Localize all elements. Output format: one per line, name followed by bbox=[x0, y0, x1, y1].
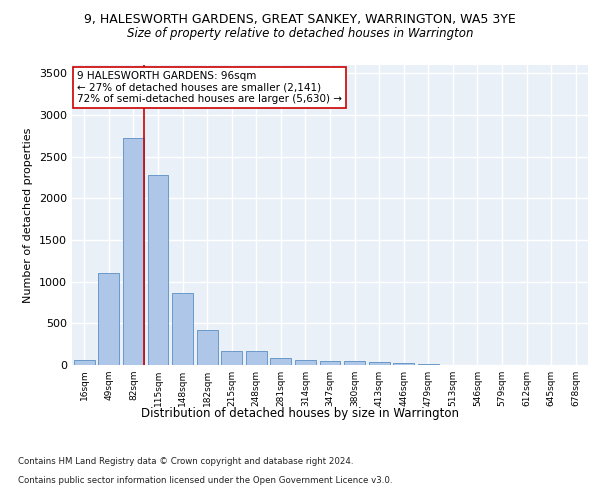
Bar bbox=[98, 274, 119, 365]
Y-axis label: Number of detached properties: Number of detached properties bbox=[23, 128, 34, 302]
Bar bbox=[74, 360, 95, 365]
Bar bbox=[271, 358, 292, 365]
Bar bbox=[197, 330, 218, 365]
Bar bbox=[320, 361, 340, 365]
Bar bbox=[418, 364, 439, 365]
Text: Size of property relative to detached houses in Warrington: Size of property relative to detached ho… bbox=[127, 28, 473, 40]
Bar bbox=[295, 360, 316, 365]
Bar bbox=[123, 138, 144, 365]
Text: 9, HALESWORTH GARDENS, GREAT SANKEY, WARRINGTON, WA5 3YE: 9, HALESWORTH GARDENS, GREAT SANKEY, WAR… bbox=[84, 12, 516, 26]
Text: Contains public sector information licensed under the Open Government Licence v3: Contains public sector information licen… bbox=[18, 476, 392, 485]
Bar bbox=[172, 292, 193, 365]
Text: Distribution of detached houses by size in Warrington: Distribution of detached houses by size … bbox=[141, 408, 459, 420]
Bar bbox=[344, 361, 365, 365]
Bar bbox=[148, 175, 169, 365]
Bar bbox=[246, 351, 267, 365]
Bar bbox=[368, 362, 389, 365]
Text: 9 HALESWORTH GARDENS: 96sqm
← 27% of detached houses are smaller (2,141)
72% of : 9 HALESWORTH GARDENS: 96sqm ← 27% of det… bbox=[77, 71, 342, 104]
Text: Contains HM Land Registry data © Crown copyright and database right 2024.: Contains HM Land Registry data © Crown c… bbox=[18, 458, 353, 466]
Bar bbox=[221, 351, 242, 365]
Bar bbox=[393, 362, 414, 365]
